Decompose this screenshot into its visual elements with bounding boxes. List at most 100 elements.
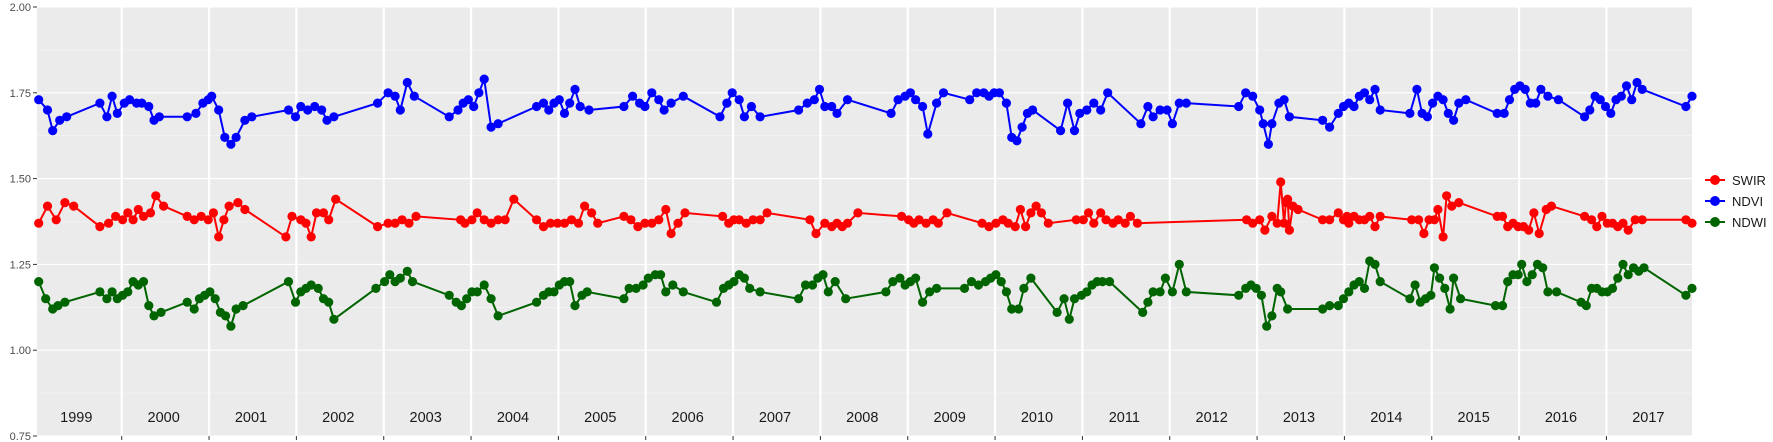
data-point-swir bbox=[60, 198, 70, 208]
data-point-ndwi bbox=[1410, 280, 1420, 290]
data-point-ndwi bbox=[1522, 277, 1532, 287]
data-point-ndwi bbox=[1064, 314, 1074, 324]
data-point-ndvi bbox=[1174, 98, 1184, 108]
data-point-swir bbox=[626, 215, 636, 225]
data-point-ndvi bbox=[814, 84, 825, 94]
data-point-swir bbox=[404, 218, 414, 228]
series-ndwi bbox=[34, 256, 1697, 331]
data-point-swir bbox=[1026, 208, 1036, 218]
data-point-swir bbox=[1442, 191, 1452, 201]
data-point-swir bbox=[1534, 228, 1544, 239]
data-point-ndvi bbox=[972, 88, 982, 98]
data-point-swir bbox=[219, 215, 229, 225]
data-point-ndwi bbox=[306, 280, 316, 290]
data-point-swir bbox=[1015, 204, 1025, 215]
data-point-ndvi bbox=[1499, 108, 1509, 118]
data-point-ndvi bbox=[842, 95, 853, 105]
data-point-ndvi bbox=[1075, 108, 1085, 118]
data-point-ndvi bbox=[1627, 95, 1637, 105]
data-point-ndvi bbox=[290, 112, 301, 122]
data-point-ndvi bbox=[474, 88, 484, 98]
data-point-ndvi bbox=[1162, 105, 1172, 115]
year-labels: 1999 2000 2001 2002 2003 2004 2005 2006 2007 2008… bbox=[60, 410, 1664, 426]
data-point-swir bbox=[1637, 215, 1647, 225]
data-point-ndvi bbox=[1017, 122, 1027, 132]
year-label: 2005 bbox=[584, 410, 616, 426]
data-point-swir bbox=[1272, 218, 1282, 228]
legend-label: SWIR bbox=[1732, 173, 1766, 188]
data-point-ndvi bbox=[886, 108, 896, 118]
data-point-ndwi bbox=[565, 277, 575, 287]
data-point-ndwi bbox=[549, 287, 559, 297]
year-label: 2010 bbox=[1021, 410, 1053, 426]
y-tick-label: 2.00 bbox=[10, 2, 31, 14]
data-point-ndwi bbox=[402, 266, 412, 276]
data-point-ndwi bbox=[1538, 263, 1548, 273]
data-point-swir bbox=[318, 208, 329, 218]
data-point-swir bbox=[1344, 218, 1354, 228]
data-point-ndvi bbox=[1595, 95, 1605, 105]
data-point-ndvi bbox=[303, 105, 313, 115]
data-point-ndvi bbox=[1349, 101, 1359, 112]
data-point-ndvi bbox=[1536, 84, 1546, 94]
data-point-swir bbox=[69, 201, 79, 211]
data-point-ndvi bbox=[55, 115, 65, 125]
data-point-ndvi bbox=[48, 126, 58, 136]
year-label: 2017 bbox=[1632, 410, 1664, 426]
data-point-swir bbox=[51, 215, 61, 225]
data-point-swir bbox=[1283, 194, 1293, 204]
data-point-ndwi bbox=[959, 283, 970, 293]
data-point-swir bbox=[240, 204, 250, 215]
data-point-ndwi bbox=[1001, 287, 1012, 297]
data-point-swir bbox=[977, 218, 987, 228]
data-point-swir bbox=[509, 194, 519, 204]
data-point-ndwi bbox=[1256, 290, 1266, 300]
data-point-ndvi bbox=[1637, 84, 1647, 94]
data-point-ndvi bbox=[1096, 105, 1106, 115]
data-point-ndwi bbox=[210, 294, 220, 304]
legend-marker bbox=[1710, 217, 1720, 227]
data-point-ndvi bbox=[647, 88, 657, 98]
legend-label: NDVI bbox=[1732, 194, 1763, 209]
data-point-swir bbox=[472, 208, 482, 218]
data-point-ndwi bbox=[380, 277, 390, 287]
data-point-ndvi bbox=[182, 112, 192, 122]
data-point-swir bbox=[1433, 204, 1443, 215]
data-point-ndvi bbox=[802, 98, 812, 108]
data-point-swir bbox=[1587, 215, 1597, 225]
data-point-swir bbox=[208, 208, 218, 218]
data-point-swir bbox=[311, 208, 322, 218]
data-point-ndwi bbox=[102, 294, 112, 304]
data-point-swir bbox=[390, 218, 400, 228]
data-point-ndwi bbox=[1155, 287, 1165, 297]
data-point-ndwi bbox=[1687, 283, 1697, 293]
year-label: 2013 bbox=[1283, 410, 1315, 426]
data-point-ndwi bbox=[144, 301, 154, 311]
data-point-ndvi bbox=[1089, 98, 1099, 108]
data-point-swir bbox=[1267, 211, 1277, 221]
data-point-ndwi bbox=[841, 294, 851, 304]
data-point-ndwi bbox=[1435, 273, 1445, 283]
data-point-swir bbox=[383, 218, 393, 228]
data-point-ndvi bbox=[734, 95, 744, 105]
data-point-ndvi bbox=[1325, 122, 1335, 132]
data-point-ndvi bbox=[1359, 88, 1370, 98]
data-point-swir bbox=[661, 204, 671, 215]
data-point-swir bbox=[196, 211, 206, 221]
data-point-ndwi bbox=[532, 297, 542, 307]
data-point-ndwi bbox=[329, 314, 339, 324]
year-label: 2008 bbox=[846, 410, 878, 426]
data-point-ndvi bbox=[1681, 101, 1691, 112]
data-point-swir bbox=[331, 194, 341, 204]
data-point-ndwi bbox=[226, 321, 236, 331]
data-point-ndvi bbox=[42, 105, 53, 115]
data-point-ndvi bbox=[1492, 108, 1502, 118]
data-point-ndvi bbox=[329, 112, 339, 122]
data-point-ndwi bbox=[745, 283, 755, 293]
data-point-swir bbox=[1365, 211, 1375, 221]
data-point-ndwi bbox=[395, 273, 405, 283]
legend-label: NDWI bbox=[1732, 215, 1767, 230]
data-point-swir bbox=[460, 218, 470, 228]
data-point-ndvi bbox=[1370, 84, 1380, 94]
data-point-ndwi bbox=[53, 301, 63, 311]
